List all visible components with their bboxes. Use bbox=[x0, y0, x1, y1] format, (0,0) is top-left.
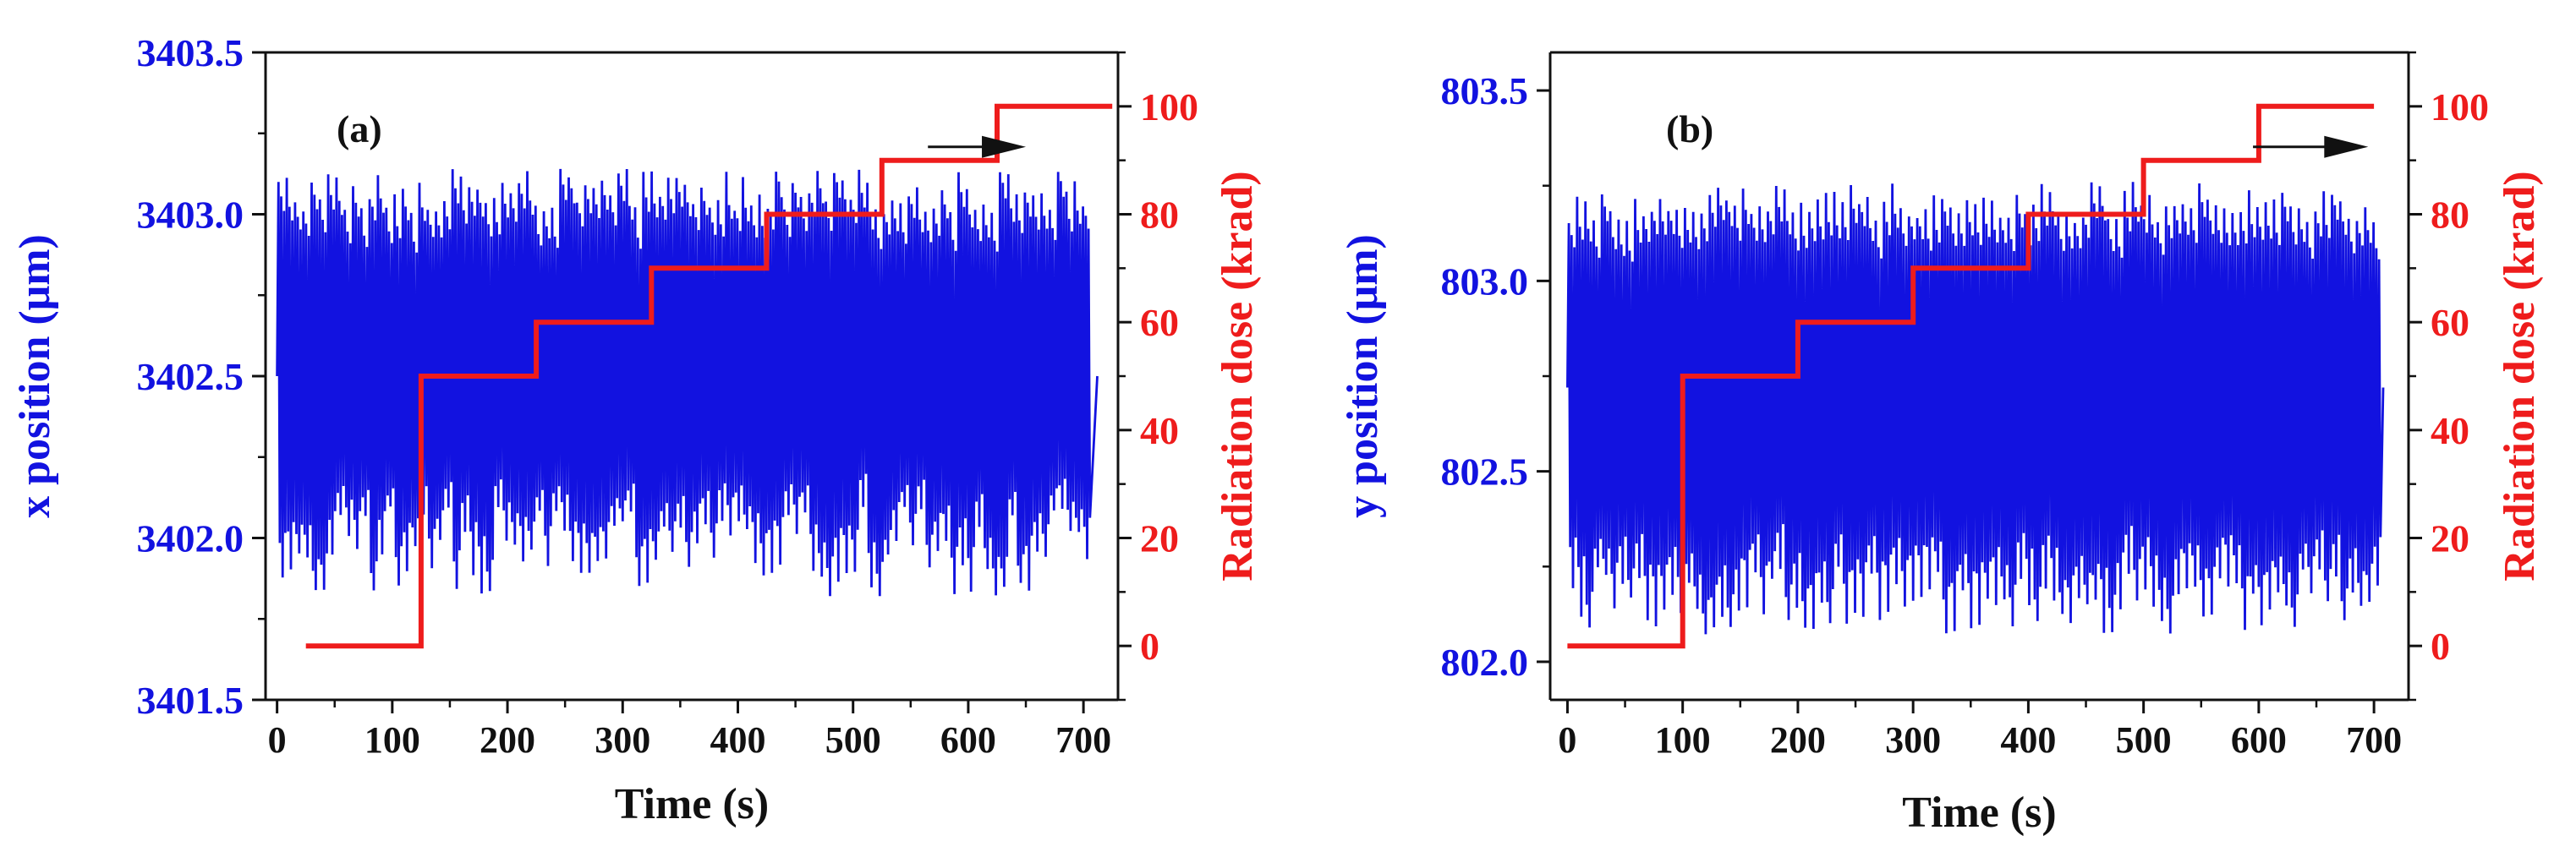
dose-step-line bbox=[1567, 103, 2375, 649]
x-tick-label: 300 bbox=[595, 719, 650, 761]
position-series-line bbox=[276, 168, 1099, 597]
x-tick-label: 100 bbox=[1655, 719, 1711, 761]
x-tick-label: 200 bbox=[480, 719, 535, 761]
panel-b: 0 100 200 300 400 500 600 700802.0802.5803.0803… bbox=[1339, 51, 2544, 837]
y-right-axis-label: Radiation dose (krad) bbox=[1214, 171, 1262, 581]
y-right-tick-label: 20 bbox=[2431, 517, 2469, 560]
y-left-tick-label: 3401.5 bbox=[137, 679, 244, 722]
y-right-tick-label: 60 bbox=[2431, 301, 2469, 344]
x-tick-label: 600 bbox=[940, 719, 996, 761]
x-tick-label: 700 bbox=[2346, 719, 2402, 761]
y-right-tick-label: 40 bbox=[1140, 409, 1179, 452]
panel-label: (b) bbox=[1666, 107, 1713, 150]
x-tick-label: 100 bbox=[364, 719, 420, 761]
y-right-tick-label: 20 bbox=[1140, 517, 1179, 560]
y-right-tick-label: 100 bbox=[1140, 85, 1198, 128]
y-right-tick-label: 0 bbox=[1140, 625, 1159, 668]
x-tick-label: 300 bbox=[1885, 719, 1941, 761]
position-series-line bbox=[1566, 182, 2385, 635]
y-left-tick-label: 3402.0 bbox=[137, 517, 244, 560]
y-left-tick-label: 802.0 bbox=[1441, 641, 1529, 684]
x-tick-label: 700 bbox=[1055, 719, 1111, 761]
x-tick-label: 500 bbox=[825, 719, 881, 761]
y-right-tick-label: 0 bbox=[2431, 625, 2450, 668]
dose-step-line bbox=[305, 103, 1113, 649]
x-axis-label: Time (s) bbox=[1902, 789, 2056, 837]
x-tick-label: 400 bbox=[2000, 719, 2056, 761]
x-tick-label: 600 bbox=[2231, 719, 2287, 761]
y-left-tick-label: 3403.5 bbox=[137, 31, 244, 74]
x-tick-label: 0 bbox=[268, 719, 287, 761]
y-left-tick-label: 3403.0 bbox=[137, 194, 244, 237]
y-right-axis-label: Radiation dose (krad) bbox=[2496, 171, 2544, 581]
y-left-tick-label: 3402.5 bbox=[137, 355, 244, 398]
y-right-tick-label: 60 bbox=[1140, 301, 1179, 344]
y-right-tick-label: 100 bbox=[2431, 85, 2489, 128]
y-right-tick-label: 80 bbox=[2431, 194, 2469, 237]
x-axis-label: Time (s) bbox=[615, 780, 769, 828]
x-tick-label: 200 bbox=[1770, 719, 1826, 761]
right-axis-arrow-icon bbox=[2253, 135, 2369, 158]
x-tick-label: 500 bbox=[2116, 719, 2172, 761]
y-right-tick-label: 80 bbox=[1140, 194, 1179, 237]
y-left-tick-label: 803.0 bbox=[1441, 259, 1529, 303]
y-left-axis-label: y position (μm) bbox=[1339, 234, 1387, 518]
panel-label: (a) bbox=[337, 107, 382, 150]
y-right-tick-label: 40 bbox=[2431, 409, 2469, 452]
y-left-tick-label: 803.5 bbox=[1441, 69, 1529, 112]
panel-a: 0 100 200 300 400 500 600 7003401.53402.03402.5… bbox=[11, 31, 1262, 828]
y-left-tick-label: 802.5 bbox=[1441, 451, 1529, 494]
x-tick-label: 400 bbox=[710, 719, 765, 761]
right-axis-arrow-icon bbox=[928, 135, 1027, 158]
x-tick-label: 0 bbox=[1558, 719, 1576, 761]
y-left-axis-label: x position (μm) bbox=[11, 234, 59, 518]
